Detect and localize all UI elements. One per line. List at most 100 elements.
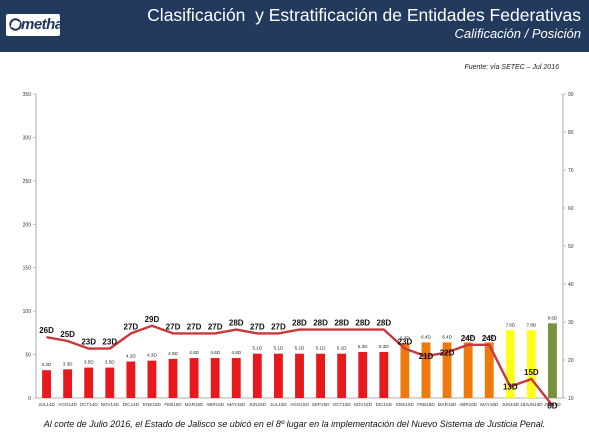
x-tick-label: NOV15D bbox=[354, 402, 373, 407]
x-tick-label: AGO14D bbox=[58, 402, 77, 407]
position-value-label: 8D bbox=[547, 402, 557, 411]
x-tick-label: 18JUN16D bbox=[520, 402, 543, 407]
left-tick-label: 150 bbox=[23, 266, 32, 272]
left-tick-label: 200 bbox=[23, 222, 32, 228]
bar bbox=[548, 323, 557, 398]
bar-value-label: 5.1D bbox=[337, 346, 347, 351]
x-tick-label: MAR16D bbox=[438, 402, 457, 407]
bar-value-label: 5.3D bbox=[379, 344, 389, 349]
position-value-label: 27D bbox=[208, 322, 223, 331]
position-value-label: 24D bbox=[482, 334, 497, 343]
bar bbox=[105, 367, 115, 398]
position-value-label: 21D bbox=[419, 352, 434, 361]
position-value-label: 13D bbox=[503, 383, 518, 392]
bar bbox=[231, 358, 241, 398]
position-line bbox=[46, 324, 554, 407]
x-tick-label: MAY16D bbox=[480, 402, 499, 407]
bar bbox=[463, 342, 473, 398]
right-tick-label: 50 bbox=[568, 244, 574, 250]
left-tick-label: 350 bbox=[23, 92, 32, 98]
bar-value-label: 3.3D bbox=[63, 361, 73, 366]
x-tick-label: JUL15D bbox=[270, 402, 287, 407]
right-tick-label: 20 bbox=[568, 358, 574, 364]
bar bbox=[379, 351, 389, 398]
x-tick-label: ABR16D bbox=[459, 402, 478, 407]
x-tick-label: NOV14D bbox=[101, 402, 120, 407]
bar bbox=[358, 351, 368, 398]
x-tick-label: ENE16D bbox=[396, 402, 415, 407]
bar-value-label: 6.3D bbox=[400, 335, 410, 340]
bar-value-label: 5.1D bbox=[252, 346, 262, 351]
page-title: Clasificación y Estratificación de Entid… bbox=[147, 5, 581, 25]
bar bbox=[63, 369, 73, 398]
bar-value-label: 5.1D bbox=[316, 346, 326, 351]
right-tick-label: 90 bbox=[568, 92, 574, 98]
position-value-label: 23D bbox=[81, 338, 96, 347]
bar-value-label: 5.1D bbox=[274, 346, 284, 351]
metha-logo: metha bbox=[6, 14, 63, 36]
bar-value-label: 4.2D bbox=[126, 354, 136, 359]
position-value-label: 27D bbox=[250, 322, 265, 331]
bar-value-label: 8.6D bbox=[548, 315, 558, 320]
position-value-label: 28D bbox=[355, 319, 370, 328]
x-tick-label: SEP15D bbox=[312, 402, 330, 407]
position-value-label: 27D bbox=[166, 322, 181, 331]
bar-value-label: 7.8D bbox=[505, 322, 515, 327]
position-value-label: 23D bbox=[102, 338, 117, 347]
bar bbox=[147, 360, 157, 398]
position-value-label: 27D bbox=[271, 322, 286, 331]
position-value-label: 24D bbox=[461, 334, 476, 343]
position-value-label: 23D bbox=[398, 338, 413, 347]
x-tick-label: OCT15D bbox=[333, 402, 352, 407]
bar-value-label: 7.8D bbox=[527, 322, 537, 327]
x-tick-label: ABR15D bbox=[206, 402, 225, 407]
position-value-label: 28D bbox=[313, 319, 328, 328]
bar bbox=[484, 342, 494, 398]
logo-text: metha bbox=[21, 16, 63, 33]
x-tick-label: MAY15D bbox=[227, 402, 246, 407]
left-tick-label: 250 bbox=[23, 179, 32, 185]
bar bbox=[189, 358, 199, 398]
right-tick-label: 70 bbox=[568, 168, 574, 174]
position-value-label: 29D bbox=[145, 315, 160, 324]
bar-value-label: 6.4D bbox=[442, 334, 452, 339]
logo-swirl-icon bbox=[9, 18, 22, 31]
header-bar: metha Clasificación y Estratificación de… bbox=[0, 0, 589, 52]
right-tick-label: 80 bbox=[568, 130, 574, 136]
position-value-label: 27D bbox=[124, 322, 139, 331]
position-value-label: 28D bbox=[229, 319, 244, 328]
bar-value-label: 3.5D bbox=[105, 360, 115, 365]
x-tick-label: FEB16D bbox=[417, 402, 435, 407]
bar bbox=[42, 370, 51, 398]
position-value-label: 26D bbox=[39, 326, 54, 335]
right-tick-label: 10 bbox=[568, 396, 574, 402]
right-tick-label: 40 bbox=[568, 282, 574, 288]
rating-position-chart: 0 50 100 150 200 250 300 350 10 20 30 40 50 60 70 80 90 3… bbox=[23, 92, 574, 411]
bar-value-label: 4.6D bbox=[210, 350, 220, 355]
position-value-label: 27D bbox=[187, 322, 202, 331]
bar bbox=[442, 342, 452, 398]
left-tick-label: 0 bbox=[28, 396, 31, 402]
bar-value-label: 3.5D bbox=[84, 360, 94, 365]
bar-value-label: 4.6D bbox=[231, 350, 241, 355]
x-tick-label: DIC15D bbox=[376, 402, 393, 407]
x-tick-label: JUL14D bbox=[38, 402, 55, 407]
position-value-label: 28D bbox=[334, 319, 349, 328]
bar bbox=[316, 353, 326, 398]
bar-value-label: 5.1D bbox=[295, 346, 305, 351]
left-tick-label: 50 bbox=[25, 353, 31, 359]
x-tick-label: JUN15D bbox=[249, 402, 267, 407]
source-note: Fuente: vía SETEC – Jul 2016 bbox=[464, 64, 559, 71]
bar-value-label: 3.2D bbox=[42, 362, 52, 367]
footnote: Al corte de Julio 2016, el Estado de Jal… bbox=[43, 419, 546, 429]
x-tick-label: FEB15D bbox=[164, 402, 182, 407]
position-value-label: 28D bbox=[376, 319, 391, 328]
bar-value-label: 4.5D bbox=[168, 351, 178, 356]
position-value-label: 25D bbox=[60, 330, 75, 339]
position-value-label: 22D bbox=[440, 348, 455, 357]
x-tick-label: DIC14D bbox=[123, 402, 140, 407]
left-tick-label: 300 bbox=[23, 135, 32, 141]
bar-value-label: 4.6D bbox=[189, 350, 199, 355]
bar bbox=[337, 353, 347, 398]
bar-value-label: 6.4D bbox=[421, 334, 431, 339]
